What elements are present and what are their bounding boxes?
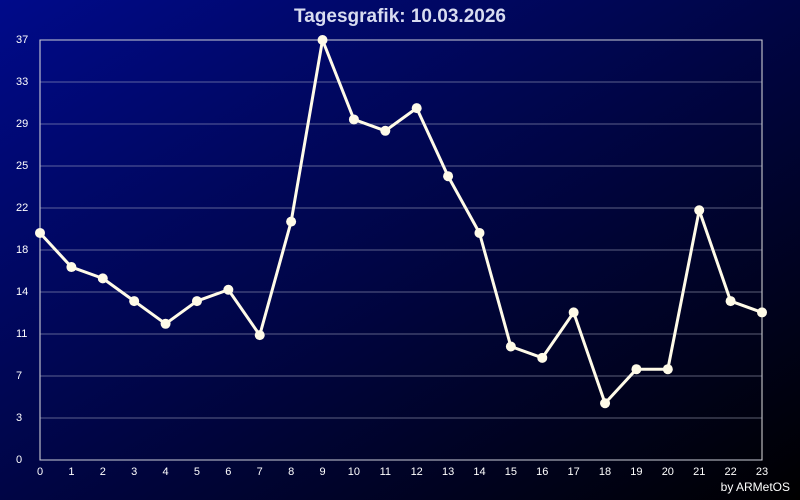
data-point xyxy=(66,262,77,273)
x-tick-label: 5 xyxy=(194,466,200,478)
y-tick-label: 37 xyxy=(16,34,28,46)
x-tick-label: 19 xyxy=(630,466,642,478)
y-tick-label: 22 xyxy=(16,202,28,214)
x-tick-label: 8 xyxy=(288,466,294,478)
data-point xyxy=(317,35,328,45)
data-point xyxy=(537,352,548,363)
credit: by ARMetOS xyxy=(721,480,790,494)
x-tick-label: 0 xyxy=(37,466,43,478)
data-point xyxy=(160,318,171,329)
data-point xyxy=(191,296,202,307)
x-tick-label: 11 xyxy=(380,466,391,478)
y-tick-label: 33 xyxy=(16,76,28,88)
y-tick-label: 0 xyxy=(16,454,22,466)
data-point xyxy=(254,330,265,341)
data-point xyxy=(129,296,140,307)
data-point xyxy=(631,364,642,375)
x-tick-label: 13 xyxy=(442,466,454,478)
series-line xyxy=(38,38,763,405)
data-point xyxy=(694,205,705,216)
data-point xyxy=(443,171,454,182)
data-point xyxy=(757,307,767,318)
y-tick-label: 29 xyxy=(16,118,28,130)
data-point xyxy=(662,364,673,375)
data-point xyxy=(505,341,516,352)
x-tick-label: 6 xyxy=(225,466,231,478)
x-tick-label: 15 xyxy=(505,466,517,478)
data-point xyxy=(35,227,45,238)
data-point xyxy=(380,125,391,136)
y-tick-label: 14 xyxy=(16,286,28,298)
y-tick-label: 25 xyxy=(16,160,28,172)
x-tick-label: 22 xyxy=(724,466,736,478)
y-tick-label: 3 xyxy=(16,412,22,424)
x-tick-label: 12 xyxy=(411,466,423,478)
data-point xyxy=(348,114,359,125)
x-tick-label: 14 xyxy=(473,466,485,478)
x-tick-label: 21 xyxy=(693,466,705,478)
y-tick-label: 18 xyxy=(16,244,28,256)
data-point xyxy=(97,273,108,284)
data-point xyxy=(411,103,422,114)
x-tick-label: 3 xyxy=(131,466,137,478)
x-tick-label: 2 xyxy=(100,466,106,478)
x-tick-label: 7 xyxy=(257,466,263,478)
data-point xyxy=(286,216,297,227)
x-tick-label: 23 xyxy=(756,466,768,478)
data-point xyxy=(568,307,579,318)
data-point xyxy=(725,296,736,307)
chart-title: Tagesgrafik: 10.03.2026 xyxy=(294,6,506,27)
data-point xyxy=(474,227,485,238)
x-tick-label: 10 xyxy=(348,466,360,478)
x-tick-label: 9 xyxy=(319,466,325,478)
data-point xyxy=(600,398,611,409)
y-tick-label: 7 xyxy=(16,370,22,382)
x-tick-label: 18 xyxy=(599,466,611,478)
x-tick-label: 16 xyxy=(536,466,548,478)
x-tick-label: 1 xyxy=(68,466,74,478)
x-tick-label: 4 xyxy=(163,466,169,478)
y-tick-label: 11 xyxy=(16,328,27,340)
x-tick-label: 20 xyxy=(662,466,674,478)
data-point xyxy=(223,284,234,295)
x-tick-label: 17 xyxy=(568,466,580,478)
